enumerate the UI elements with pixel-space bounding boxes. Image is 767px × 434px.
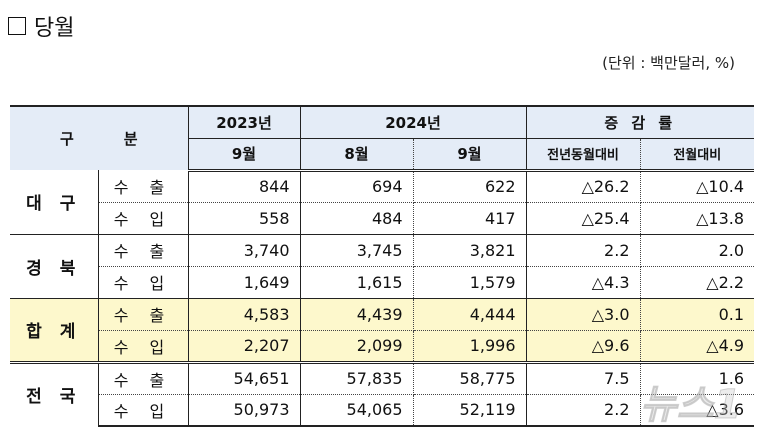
value-mom: △13.8 bbox=[696, 208, 745, 228]
value-yoy: △26.2 bbox=[526, 170, 641, 203]
value-2023-sep: 4,583 bbox=[188, 297, 301, 331]
value-2024-sep: 622 bbox=[413, 170, 527, 203]
header-category-2: 분 bbox=[123, 130, 138, 148]
value-mom: △10.4 bbox=[640, 170, 755, 203]
value-2023-sep: 1,649 bbox=[188, 266, 301, 298]
trade-type: 수 입 bbox=[98, 330, 189, 362]
region-label: 전 국 bbox=[10, 360, 99, 426]
value-2024-sep: 58,775 bbox=[413, 360, 527, 395]
value-mom: △2.2 bbox=[706, 272, 745, 292]
value-yoy: 2.2 bbox=[526, 233, 641, 267]
value-2024-sep: 417 bbox=[413, 202, 527, 234]
value-yoy: 2.2 bbox=[526, 394, 641, 427]
table-row: 수 입 50,973 54,065 52,119 2.2 △3.6 bbox=[10, 394, 755, 427]
region-label: 대 구 bbox=[10, 170, 99, 234]
value-yoy: △3.0 bbox=[526, 297, 641, 331]
value-yoy: △25.4 bbox=[526, 202, 641, 234]
value-2024-sep: 3,821 bbox=[413, 233, 527, 267]
value-2024-aug: 54,065 bbox=[300, 394, 414, 427]
value-2024-aug: 2,099 bbox=[300, 330, 414, 362]
value-2024-aug: 484 bbox=[300, 202, 414, 234]
value-2024-aug: 4,439 bbox=[300, 297, 414, 331]
value-2024-aug: 694 bbox=[300, 170, 414, 203]
table-row: 수 입 558 484 417 △25.4 △13.8 bbox=[10, 202, 754, 234]
value-yoy: 7.5 bbox=[526, 360, 641, 395]
trade-type: 수 입 bbox=[98, 266, 189, 298]
header-2023-sep: 9월 bbox=[188, 138, 301, 172]
trade-type: 수 입 bbox=[98, 394, 189, 427]
header-2024-sep: 9월 bbox=[413, 138, 527, 172]
value-2024-aug: 57,835 bbox=[300, 360, 414, 395]
value-2024-sep: 1,996 bbox=[413, 330, 527, 362]
region-label: 경 북 bbox=[10, 233, 99, 298]
value-mom: △3.6 bbox=[640, 394, 755, 427]
trade-type: 수 출 bbox=[98, 233, 189, 267]
value-2023-sep: 2,207 bbox=[188, 330, 301, 362]
trade-type: 수 입 bbox=[98, 202, 189, 234]
value-2024-aug: 3,745 bbox=[300, 233, 414, 267]
value-mom: 0.1 bbox=[640, 297, 755, 331]
value-mom: 2.0 bbox=[640, 233, 755, 267]
header-2023: 2023년 bbox=[188, 105, 301, 139]
unit-label: (단위 : 백만달러, %) bbox=[602, 54, 735, 72]
trade-type: 수 출 bbox=[98, 170, 189, 203]
value-2024-aug: 1,615 bbox=[300, 266, 414, 298]
value-2024-sep: 4,444 bbox=[413, 297, 527, 331]
checkbox-square-icon bbox=[8, 17, 26, 35]
header-category-1: 구 bbox=[59, 130, 74, 148]
trade-type: 수 출 bbox=[98, 297, 189, 331]
value-2023-sep: 558 bbox=[188, 202, 301, 234]
title-text: 당월 bbox=[34, 16, 75, 41]
header-yoy: 전년동월대비 bbox=[526, 138, 641, 172]
value-yoy: △9.6 bbox=[526, 330, 641, 362]
value-2023-sep: 844 bbox=[188, 170, 301, 203]
section-title: 당월 bbox=[8, 10, 74, 42]
value-2024-sep: 1,579 bbox=[413, 266, 527, 298]
value-2023-sep: 54,651 bbox=[188, 360, 301, 395]
table-row: 수 입 1,649 1,615 1,579 △4.3 △2.2 bbox=[10, 266, 754, 298]
value-2024-sep: 52,119 bbox=[413, 394, 527, 427]
value-2023-sep: 3,740 bbox=[188, 233, 301, 267]
value-yoy: △4.3 bbox=[526, 266, 641, 298]
header-2024-aug: 8월 bbox=[300, 138, 414, 172]
value-2023-sep: 50,973 bbox=[188, 394, 301, 427]
header-2024: 2024년 bbox=[300, 105, 527, 139]
value-mom: 1.6 bbox=[640, 360, 755, 395]
header-mom: 전월대비 bbox=[640, 138, 755, 172]
header-change-rate: 증 감 률 bbox=[526, 105, 755, 139]
table-row: 수 입 2,207 2,099 1,996 △9.6 △4.9 bbox=[10, 330, 755, 362]
trade-type: 수 출 bbox=[98, 360, 189, 395]
value-mom: △4.9 bbox=[640, 330, 755, 362]
region-label: 합 계 bbox=[10, 297, 99, 362]
